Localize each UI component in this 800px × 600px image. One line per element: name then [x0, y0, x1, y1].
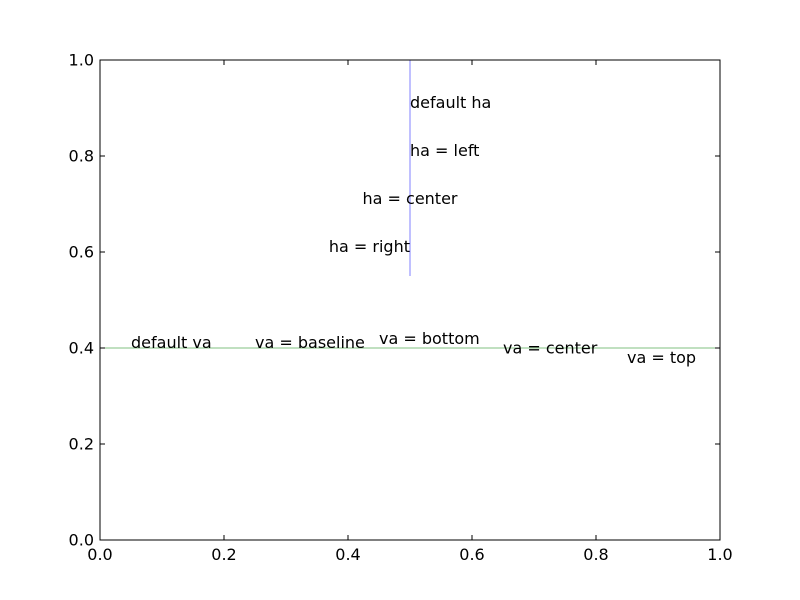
annotation-layer: default ha ha = left ha = center ha = right…	[131, 93, 696, 367]
y-tick-label: 0.2	[69, 435, 94, 454]
y-axis: 0.0 0.2 0.4 0.6 0.8 1.0	[69, 51, 720, 550]
x-tick-label: 1.0	[707, 545, 732, 564]
x-tick-label: 0.0	[87, 545, 112, 564]
annotation-label: va = baseline	[255, 333, 365, 352]
series-layer	[100, 60, 720, 349]
annotation-label: va = bottom	[379, 329, 480, 348]
x-tick-label: 0.6	[459, 545, 484, 564]
annotation-label: ha = right	[329, 237, 410, 256]
annotation-label: ha = center	[363, 189, 458, 208]
annotation-label: va = center	[503, 339, 598, 358]
y-tick-label: 0.4	[69, 339, 94, 358]
annotation-label: ha = left	[410, 141, 479, 160]
annotation-label: default ha	[410, 93, 491, 112]
annotation-label: default va	[131, 333, 212, 352]
x-tick-label: 0.2	[211, 545, 236, 564]
y-tick-label: 1.0	[69, 51, 94, 70]
plot-frame	[99, 59, 721, 541]
x-tick-label: 0.8	[583, 545, 608, 564]
x-axis: 0.0 0.2 0.4 0.6 0.8 1.0	[87, 60, 733, 564]
annotation-label: va = top	[627, 348, 696, 367]
y-tick-label: 0.6	[69, 243, 94, 262]
x-tick-label: 0.4	[335, 545, 360, 564]
y-tick-label: 0.8	[69, 147, 94, 166]
y-tick-label: 0.0	[69, 531, 94, 550]
